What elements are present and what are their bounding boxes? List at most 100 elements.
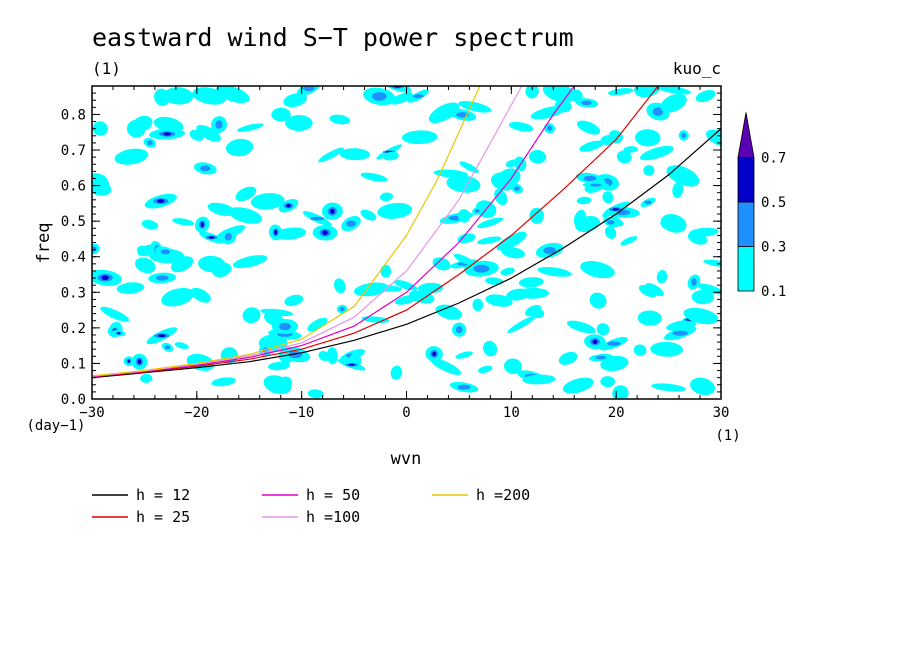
contour-patch (604, 226, 617, 239)
contour-patch (428, 102, 460, 124)
contour-patch (607, 341, 621, 346)
contour-patch (117, 332, 121, 335)
contour-patch (608, 130, 624, 144)
contour-patch (459, 161, 479, 174)
legend-label: h = 25 (136, 508, 190, 526)
curve-legend: h = 12 h = 25 h = 50 h =100 h =200 (92, 486, 530, 526)
contour-patch (485, 277, 504, 285)
y-tick-label: 0.7 (61, 143, 86, 159)
contour-patch (474, 209, 480, 213)
contour-patch (155, 275, 169, 281)
contour-patch (135, 257, 156, 274)
y-tick-label: 0.3 (61, 285, 86, 301)
dispersion-curve (92, 128, 721, 379)
contour-patch (232, 255, 268, 269)
x-tick-label: −20 (184, 405, 209, 421)
contour-patch (432, 257, 451, 271)
contour-patch (542, 86, 576, 103)
contour-patch (114, 148, 149, 165)
contour-patch (215, 120, 223, 129)
contour-patch (279, 376, 293, 390)
contour-patch (483, 340, 498, 357)
contour-patch (127, 359, 130, 363)
colorbar: 0.1 0.3 0.5 0.7 (737, 112, 786, 300)
x-tick-label: 0 (402, 405, 410, 421)
contour-patch (303, 86, 315, 92)
contour-patch (656, 86, 691, 95)
contour-patch (507, 315, 537, 334)
contour-patch (163, 87, 194, 105)
contour-patch (100, 306, 130, 322)
contour-patch (339, 306, 345, 312)
contour-patch (322, 230, 328, 236)
contour-patch (157, 199, 165, 203)
contour-patch (558, 351, 578, 365)
contour-patch (390, 92, 413, 105)
contour-patch (576, 120, 601, 135)
contour-patch (283, 93, 307, 108)
contour-patch (250, 192, 285, 210)
contour-patch (660, 93, 687, 113)
legend-label: h =200 (476, 486, 530, 504)
contour-patch (691, 278, 697, 286)
contour-patch (478, 365, 493, 374)
contour-patch (92, 246, 97, 252)
contour-patch (525, 86, 539, 99)
contour-patch (307, 389, 324, 399)
contour-patch (457, 384, 471, 390)
colorbar-extend-arrow (737, 112, 755, 158)
contour-patch (200, 222, 204, 228)
contour-patch (633, 344, 647, 357)
contour-patch (506, 288, 530, 301)
contour-patch (417, 282, 444, 294)
contour-patch (651, 383, 687, 392)
contour-patch (455, 326, 463, 334)
contour-patch (146, 140, 153, 146)
contour-patch (683, 307, 719, 325)
contour-patch (212, 262, 232, 278)
contour-patch (652, 107, 664, 116)
contour-patch (494, 188, 508, 206)
contour-patch (225, 138, 254, 157)
contour-patch (547, 125, 552, 131)
contour-patch (379, 192, 394, 202)
contour-patch (638, 284, 657, 298)
y-tick-label: 0.6 (61, 179, 86, 195)
contour-patch (330, 208, 335, 214)
chart-subtitle-right: kuo_c (673, 59, 721, 78)
dispersion-curve (92, 86, 659, 378)
contour-patch (380, 264, 392, 278)
contour-patch (432, 351, 437, 357)
contour-patch (457, 233, 476, 244)
y-tick-label: 0.4 (61, 250, 86, 266)
contour-patch (412, 94, 424, 98)
contour-patch (161, 287, 194, 307)
contour-patch (691, 289, 715, 305)
contour-patch (242, 307, 261, 324)
contour-patch (620, 236, 638, 246)
x-unit-label: (1) (715, 428, 740, 444)
contour-patch (211, 377, 236, 387)
contour-patch (600, 376, 615, 388)
contour-patch (485, 294, 513, 307)
contour-patch (408, 290, 435, 304)
contour-patch (377, 202, 413, 219)
contour-patch (697, 283, 721, 295)
contour-patch (656, 270, 668, 284)
contour-patch (271, 107, 291, 122)
y-tick-label: 0.8 (61, 107, 86, 123)
y-tick-label: 0.2 (61, 321, 86, 337)
contour-patch (528, 149, 547, 164)
contour-patch (596, 323, 610, 336)
colorbar-segment (737, 246, 755, 292)
contour-patch (116, 282, 145, 294)
contour-patch (228, 207, 263, 224)
contour-patch (279, 322, 291, 331)
contour-patch (402, 130, 438, 145)
contour-patch (639, 145, 674, 161)
contour-patch (353, 282, 389, 297)
contour-patch (346, 220, 356, 227)
contour-patch (612, 208, 619, 211)
contour-patch (235, 186, 257, 202)
contour-patch (360, 172, 388, 182)
